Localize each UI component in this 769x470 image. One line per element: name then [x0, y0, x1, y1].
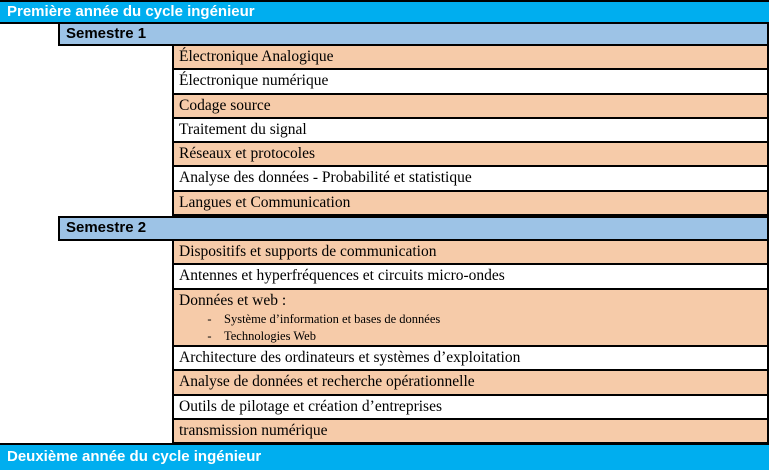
course-name: transmission numérique — [179, 422, 328, 440]
course-subitem: - Système d’information et bases de donné… — [179, 311, 767, 328]
course-row: Codage source — [172, 94, 769, 119]
course-subitem-label: Technologies Web — [224, 328, 316, 343]
year2-header-bar: Deuxième année du cycle ingénieur — [0, 443, 769, 470]
course-row: Analyse des données - Probabilité et sta… — [172, 167, 769, 192]
course-row: Réseaux et protocoles — [172, 143, 769, 168]
course-row: Architecture des ordinateurs et systèmes… — [172, 347, 769, 372]
course-row: Traitement du signal — [172, 118, 769, 144]
year1-header-bar: Première année du cycle ingénieur — [0, 0, 769, 24]
course-name: Antennes et hyperfréquences et circuits … — [179, 267, 505, 285]
course-subitem: - Technologies Web — [179, 328, 767, 345]
course-row: Dispositifs et supports de communication — [172, 241, 769, 266]
course-name: Codage source — [179, 96, 271, 114]
course-name: Langues et Communication — [179, 193, 351, 211]
course-name: Outils de pilotage et création d’entrepr… — [179, 397, 442, 415]
course-row: Électronique Analogique — [172, 46, 769, 71]
course-subitem-label: Système d’information et bases de donnée… — [224, 312, 441, 327]
course-name: Traitement du signal — [179, 120, 307, 138]
course-name: Électronique Analogique — [179, 48, 334, 65]
course-name: Données et web : — [179, 291, 287, 309]
course-row: Données et web : - Système d’information e… — [172, 289, 769, 348]
course-row: Antennes et hyperfréquences et circuits … — [172, 265, 769, 290]
course-name: Analyse des données - Probabilité et sta… — [179, 169, 472, 187]
semester-header: Semestre 2 — [58, 216, 769, 242]
course-name: Analyse de données et recherche opératio… — [179, 373, 475, 391]
year1-content: Semestre 1 Électronique Analogique Électro… — [0, 24, 769, 445]
course-row: Langues et Communication — [172, 191, 769, 217]
dash-bullet-icon: - — [207, 328, 212, 343]
course-name: Électronique numérique — [179, 72, 329, 90]
course-row: Électronique numérique — [172, 70, 769, 95]
course-name: Dispositifs et supports de communication — [179, 243, 437, 261]
course-name: Réseaux et protocoles — [179, 145, 316, 163]
course-name: Architecture des ordinateurs et systèmes… — [179, 349, 521, 367]
course-row: Outils de pilotage et création d’entrepr… — [172, 395, 769, 421]
dash-bullet-icon: - — [207, 312, 212, 327]
semester-header: Semestre 1 — [58, 24, 769, 46]
course-row: transmission numérique — [172, 420, 769, 445]
course-row: Analyse de données et recherche opératio… — [172, 371, 769, 396]
